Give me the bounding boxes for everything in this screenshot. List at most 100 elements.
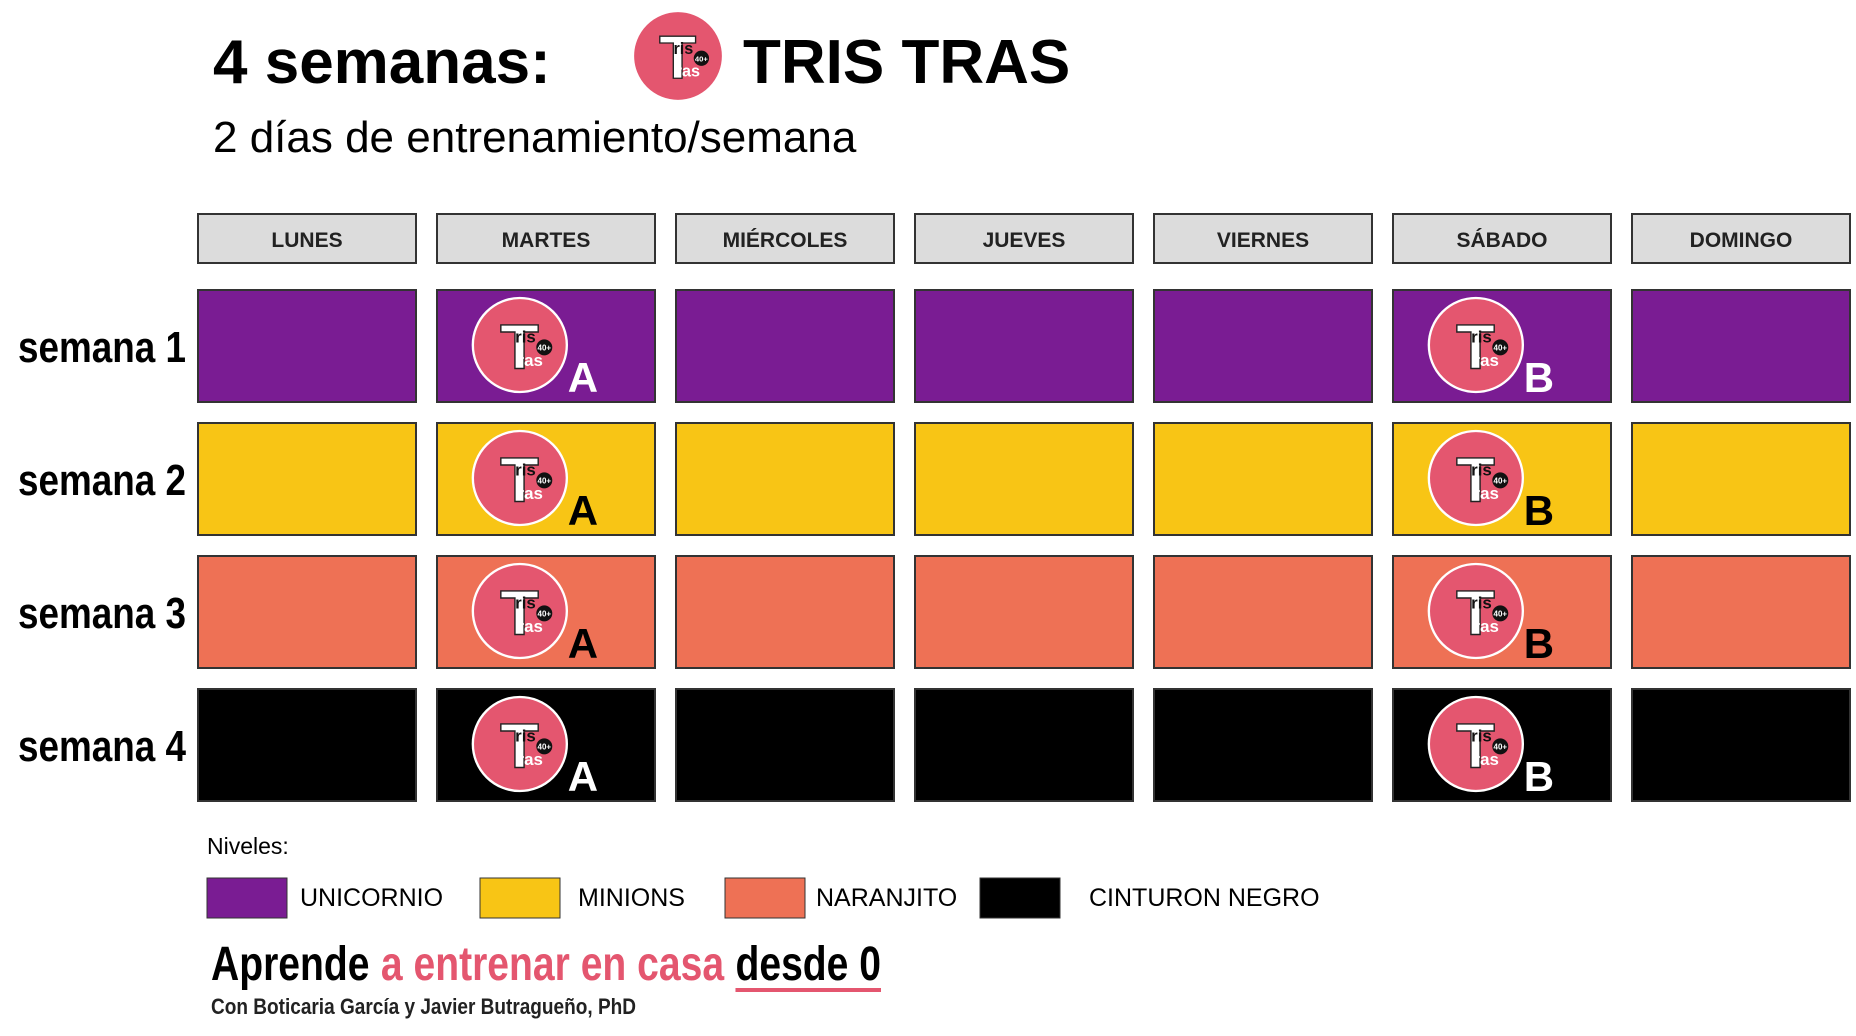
logo-badge-text: 40+ [1494,743,1508,752]
logo-badge [536,605,553,622]
day-cell [675,688,895,802]
logo-bottom: ras [517,484,542,503]
day-cell [914,555,1134,669]
logo-bottom: ras [1473,750,1498,769]
logo-circle [1427,562,1525,660]
day-cell [675,422,895,536]
logo-letter: T [1456,579,1495,649]
subtitle: 2 días de entrenamiento/semana [213,113,857,162]
legend-label: NARANJITO [816,884,957,912]
session-letter: A [568,354,598,401]
logo-letter: T [500,579,539,649]
logo-badge [536,339,553,356]
day-cell [675,555,895,669]
day-header [914,213,1134,264]
day-cell [1631,555,1851,669]
logo-badge-text: 40+ [1494,477,1508,486]
logo-letter: T [1456,446,1495,516]
session-letter: A [568,620,598,667]
footer-part: Aprende [211,938,369,991]
logo-letter: T [500,712,539,782]
logo-bottom: ras [1473,351,1498,370]
logo-letter: T [500,313,539,383]
logo-letter: T [659,24,696,92]
legend-swatch [479,877,561,919]
logo-bottom: ras [517,617,542,636]
day-label: JUEVES [983,229,1066,252]
logo-badge-text: 40+ [538,743,552,752]
logo-top: ris [1471,594,1492,613]
legend-swatch [206,877,288,919]
footer-headline: Aprendea entrenar en casadesde 0 [211,938,881,991]
day-cell [197,422,417,536]
day-cell [914,688,1134,802]
legend-swatch [979,877,1061,919]
logo-badge [536,472,553,489]
day-cell [1153,422,1373,536]
logo-badge [1492,738,1509,755]
logo-badge [1492,339,1509,356]
session-letter: A [568,487,598,534]
logo-badge-text: 40+ [695,54,708,63]
day-cell [914,422,1134,536]
logo-circle [1427,296,1525,394]
logo-bottom: ras [1473,484,1498,503]
title-brand: TRIS TRAS [743,28,1070,97]
logo-bottom: ras [517,351,542,370]
day-cell [1631,422,1851,536]
day-cell [675,289,895,403]
day-cell [1153,555,1373,669]
logo-circle [631,9,725,103]
legend-label: MINIONS [578,884,685,912]
footer-credits: Con Boticaria García y Javier Butragueño… [211,994,636,1019]
day-label: MARTES [502,229,591,252]
logo-bottom: ras [1473,617,1498,636]
logo-circle [471,296,569,394]
logo-badge [1492,472,1509,489]
legend-label: CINTURON NEGRO [1089,884,1320,912]
day-header [1392,213,1612,264]
day-cell [1631,289,1851,403]
logo-letter: T [1456,712,1495,782]
week-label: semana 1 [18,323,186,372]
session-letter: B [1524,620,1554,667]
logo-top: ris [515,594,536,613]
week-label: semana 3 [18,589,186,638]
day-label: VIERNES [1217,229,1309,252]
logo-badge [536,738,553,755]
footer-part: a entrenar en casa [381,938,724,991]
logo-top: ris [674,40,694,58]
footer-part: desde 0 [735,938,881,991]
day-cell [197,688,417,802]
logo-circle [471,695,569,793]
logo-top: ris [1471,461,1492,480]
day-header [1153,213,1373,264]
day-header [197,213,417,264]
logo-badge-text: 40+ [1494,344,1508,353]
day-label: SÁBADO [1456,229,1547,252]
legend-title: Niveles: [207,833,289,859]
title-prefix: 4 semanas: [213,28,551,97]
logo-circle [1427,429,1525,527]
logo-top: ris [515,328,536,347]
day-label: MIÉRCOLES [723,229,848,252]
logo-badge-text: 40+ [538,344,552,353]
logo-badge-text: 40+ [538,610,552,619]
logo-top: ris [1471,727,1492,746]
day-cell [1631,688,1851,802]
session-letter: B [1524,753,1554,800]
day-cell [1153,688,1373,802]
week-label: semana 2 [18,456,186,505]
day-header [675,213,895,264]
logo-top: ris [515,461,536,480]
day-header [436,213,656,264]
logo-badge [1492,605,1509,622]
